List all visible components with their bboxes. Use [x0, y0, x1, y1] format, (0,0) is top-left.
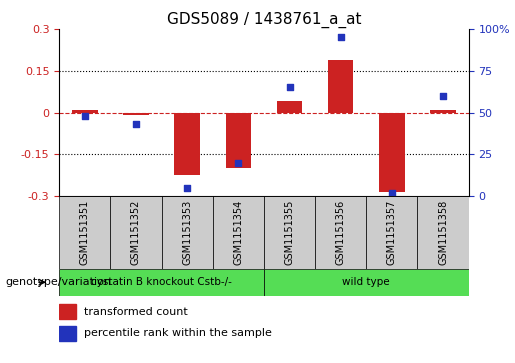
Text: GSM1151351: GSM1151351: [80, 200, 90, 265]
Text: genotype/variation: genotype/variation: [5, 277, 111, 287]
Bar: [379, 113, 405, 192]
Bar: [110, 196, 162, 269]
Bar: [72, 110, 98, 113]
Text: GSM1151355: GSM1151355: [284, 200, 295, 265]
Bar: [59, 196, 110, 269]
Bar: [264, 269, 469, 296]
Text: GSM1151357: GSM1151357: [387, 200, 397, 265]
Bar: [315, 196, 366, 269]
Point: [132, 121, 140, 127]
Point: [285, 85, 294, 90]
Point: [439, 93, 447, 99]
Bar: [162, 196, 213, 269]
Text: wild type: wild type: [342, 277, 390, 287]
Text: GSM1151354: GSM1151354: [233, 200, 244, 265]
Bar: [264, 196, 315, 269]
Text: GSM1151353: GSM1151353: [182, 200, 192, 265]
Text: GSM1151358: GSM1151358: [438, 200, 448, 265]
Text: percentile rank within the sample: percentile rank within the sample: [84, 329, 272, 338]
Bar: [59, 326, 76, 341]
Point: [183, 185, 191, 191]
Bar: [226, 113, 251, 168]
Text: transformed count: transformed count: [84, 307, 187, 317]
Bar: [59, 304, 76, 319]
Bar: [123, 113, 149, 115]
Bar: [366, 196, 418, 269]
Point: [81, 113, 89, 119]
Point: [234, 160, 243, 166]
Bar: [277, 101, 302, 113]
Point: [337, 34, 345, 40]
Bar: [59, 269, 264, 296]
Bar: [418, 196, 469, 269]
Text: cystatin B knockout Cstb-/-: cystatin B knockout Cstb-/-: [91, 277, 232, 287]
Text: GSM1151352: GSM1151352: [131, 200, 141, 265]
Bar: [430, 110, 456, 113]
Title: GDS5089 / 1438761_a_at: GDS5089 / 1438761_a_at: [167, 12, 361, 28]
Text: GSM1151356: GSM1151356: [336, 200, 346, 265]
Point: [388, 190, 396, 196]
Bar: [213, 196, 264, 269]
Bar: [175, 113, 200, 175]
Bar: [328, 60, 353, 113]
